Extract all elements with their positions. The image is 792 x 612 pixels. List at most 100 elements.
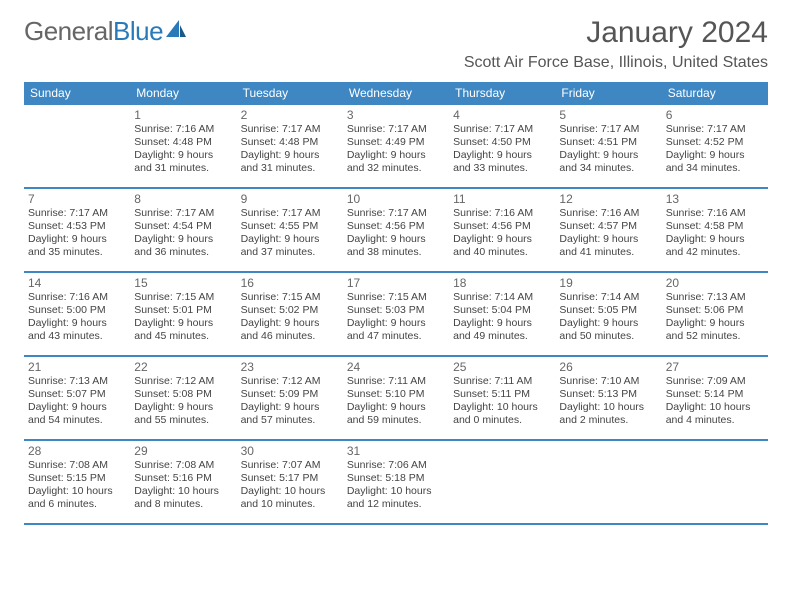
day-line: Daylight: 9 hours	[666, 149, 764, 162]
day-line: Daylight: 9 hours	[347, 401, 445, 414]
day-line: Sunset: 4:57 PM	[559, 220, 657, 233]
day-number: 10	[347, 192, 445, 206]
day-number: 8	[134, 192, 232, 206]
day-line: Sunset: 4:54 PM	[134, 220, 232, 233]
day-cell: 1Sunrise: 7:16 AMSunset: 4:48 PMDaylight…	[130, 105, 236, 187]
logo-sail-icon	[165, 19, 187, 39]
day-number: 15	[134, 276, 232, 290]
day-number: 25	[453, 360, 551, 374]
day-line: and 55 minutes.	[134, 414, 232, 427]
day-cell: 29Sunrise: 7:08 AMSunset: 5:16 PMDayligh…	[130, 441, 236, 523]
week-row: 7Sunrise: 7:17 AMSunset: 4:53 PMDaylight…	[24, 189, 768, 273]
day-cell: 2Sunrise: 7:17 AMSunset: 4:48 PMDaylight…	[237, 105, 343, 187]
day-cell	[555, 441, 661, 523]
day-line: Sunset: 5:00 PM	[28, 304, 126, 317]
logo: GeneralBlue	[24, 16, 187, 47]
day-line: Daylight: 9 hours	[347, 233, 445, 246]
day-line: Daylight: 9 hours	[666, 317, 764, 330]
day-line: and 47 minutes.	[347, 330, 445, 343]
day-line: Sunrise: 7:16 AM	[559, 207, 657, 220]
title-block: January 2024 Scott Air Force Base, Illin…	[464, 16, 768, 72]
day-line: and 36 minutes.	[134, 246, 232, 259]
day-line: Sunrise: 7:14 AM	[559, 291, 657, 304]
day-number: 5	[559, 108, 657, 122]
day-cell: 8Sunrise: 7:17 AMSunset: 4:54 PMDaylight…	[130, 189, 236, 271]
day-line: Daylight: 9 hours	[134, 149, 232, 162]
week-row: 1Sunrise: 7:16 AMSunset: 4:48 PMDaylight…	[24, 105, 768, 189]
day-number: 2	[241, 108, 339, 122]
day-line: Daylight: 9 hours	[347, 149, 445, 162]
day-line: Sunrise: 7:06 AM	[347, 459, 445, 472]
day-line: Daylight: 9 hours	[559, 233, 657, 246]
day-line: and 40 minutes.	[453, 246, 551, 259]
day-line: Sunset: 4:48 PM	[134, 136, 232, 149]
day-number: 17	[347, 276, 445, 290]
day-line: Sunrise: 7:16 AM	[134, 123, 232, 136]
dayheader: Wednesday	[343, 82, 449, 105]
day-line: Sunset: 5:07 PM	[28, 388, 126, 401]
day-line: and 0 minutes.	[453, 414, 551, 427]
day-cell: 30Sunrise: 7:07 AMSunset: 5:17 PMDayligh…	[237, 441, 343, 523]
day-line: Sunrise: 7:17 AM	[453, 123, 551, 136]
day-number: 18	[453, 276, 551, 290]
day-line: Sunrise: 7:17 AM	[559, 123, 657, 136]
day-cell: 23Sunrise: 7:12 AMSunset: 5:09 PMDayligh…	[237, 357, 343, 439]
day-line: Sunset: 4:53 PM	[28, 220, 126, 233]
day-line: Daylight: 10 hours	[241, 485, 339, 498]
day-number: 14	[28, 276, 126, 290]
day-line: Daylight: 9 hours	[241, 317, 339, 330]
day-line: Daylight: 9 hours	[347, 317, 445, 330]
day-line: Daylight: 10 hours	[559, 401, 657, 414]
day-cell: 13Sunrise: 7:16 AMSunset: 4:58 PMDayligh…	[662, 189, 768, 271]
day-cell: 26Sunrise: 7:10 AMSunset: 5:13 PMDayligh…	[555, 357, 661, 439]
day-line: Sunrise: 7:17 AM	[28, 207, 126, 220]
day-line: Sunrise: 7:15 AM	[134, 291, 232, 304]
day-cell: 14Sunrise: 7:16 AMSunset: 5:00 PMDayligh…	[24, 273, 130, 355]
day-line: and 45 minutes.	[134, 330, 232, 343]
day-cell: 9Sunrise: 7:17 AMSunset: 4:55 PMDaylight…	[237, 189, 343, 271]
day-cell: 11Sunrise: 7:16 AMSunset: 4:56 PMDayligh…	[449, 189, 555, 271]
day-line: Sunrise: 7:17 AM	[241, 123, 339, 136]
day-line: Sunset: 5:08 PM	[134, 388, 232, 401]
day-line: Sunrise: 7:17 AM	[347, 123, 445, 136]
day-line: Sunrise: 7:17 AM	[241, 207, 339, 220]
day-line: Sunset: 4:49 PM	[347, 136, 445, 149]
day-line: Daylight: 9 hours	[241, 401, 339, 414]
day-cell: 22Sunrise: 7:12 AMSunset: 5:08 PMDayligh…	[130, 357, 236, 439]
day-number: 1	[134, 108, 232, 122]
dayheader: Sunday	[24, 82, 130, 105]
day-cell: 27Sunrise: 7:09 AMSunset: 5:14 PMDayligh…	[662, 357, 768, 439]
day-line: Sunset: 4:58 PM	[666, 220, 764, 233]
day-number: 6	[666, 108, 764, 122]
day-cell: 25Sunrise: 7:11 AMSunset: 5:11 PMDayligh…	[449, 357, 555, 439]
day-cell: 24Sunrise: 7:11 AMSunset: 5:10 PMDayligh…	[343, 357, 449, 439]
day-line: and 31 minutes.	[134, 162, 232, 175]
day-cell: 15Sunrise: 7:15 AMSunset: 5:01 PMDayligh…	[130, 273, 236, 355]
day-line: and 8 minutes.	[134, 498, 232, 511]
day-number: 22	[134, 360, 232, 374]
day-line: and 46 minutes.	[241, 330, 339, 343]
day-line: Sunrise: 7:15 AM	[347, 291, 445, 304]
day-cell	[662, 441, 768, 523]
day-cell: 16Sunrise: 7:15 AMSunset: 5:02 PMDayligh…	[237, 273, 343, 355]
day-line: Sunset: 5:17 PM	[241, 472, 339, 485]
week-row: 14Sunrise: 7:16 AMSunset: 5:00 PMDayligh…	[24, 273, 768, 357]
day-line: and 34 minutes.	[666, 162, 764, 175]
day-cell: 6Sunrise: 7:17 AMSunset: 4:52 PMDaylight…	[662, 105, 768, 187]
day-line: Daylight: 9 hours	[453, 233, 551, 246]
day-line: Sunset: 5:14 PM	[666, 388, 764, 401]
day-line: Daylight: 9 hours	[134, 233, 232, 246]
day-line: and 52 minutes.	[666, 330, 764, 343]
day-line: Daylight: 9 hours	[134, 317, 232, 330]
day-number: 27	[666, 360, 764, 374]
day-cell: 28Sunrise: 7:08 AMSunset: 5:15 PMDayligh…	[24, 441, 130, 523]
day-line: Sunrise: 7:09 AM	[666, 375, 764, 388]
day-number: 4	[453, 108, 551, 122]
day-cell: 3Sunrise: 7:17 AMSunset: 4:49 PMDaylight…	[343, 105, 449, 187]
day-line: and 4 minutes.	[666, 414, 764, 427]
day-line: Sunset: 5:10 PM	[347, 388, 445, 401]
day-line: Sunrise: 7:16 AM	[666, 207, 764, 220]
day-number: 3	[347, 108, 445, 122]
day-line: Sunset: 5:16 PM	[134, 472, 232, 485]
day-line: and 42 minutes.	[666, 246, 764, 259]
